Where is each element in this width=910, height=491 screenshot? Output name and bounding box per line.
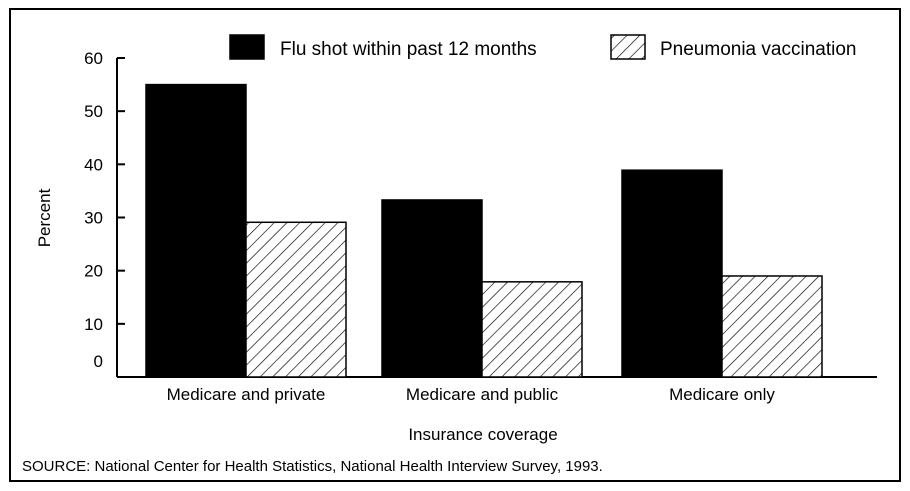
y-tick-label: 0 [94,352,103,371]
source-note: SOURCE: National Center for Health Stati… [22,458,603,475]
bar-flu-shot-2 [381,199,483,378]
legend-swatch-pneumonia [610,34,646,60]
x-category-label: Medicare and private [167,385,326,404]
y-tick-label: 20 [84,262,103,281]
bar-flu-shot-1 [145,83,247,378]
bar-pneumonia-1 [245,221,347,378]
x-category-label: Medicare only [669,385,775,404]
y-tick-label: 10 [84,315,103,334]
bar-pneumonia-3 [721,275,823,378]
y-tick-label: 40 [84,155,103,174]
bar-pneumonia-2 [481,281,583,378]
y-tick-label: 30 [84,209,103,228]
x-axis-title: Insurance coverage [408,425,557,444]
legend-swatch-flu-shot [229,34,265,60]
y-tick-label: 60 [84,49,103,68]
y-tick-label: 50 [84,102,103,121]
y-axis-title: Percent [35,188,54,247]
x-category-label: Medicare and public [406,385,559,404]
bar-flu-shot-3 [621,169,723,378]
legend-label-flu-shot: Flu shot within past 12 months [280,39,537,60]
legend-label-pneumonia: Pneumonia vaccination [660,39,856,60]
